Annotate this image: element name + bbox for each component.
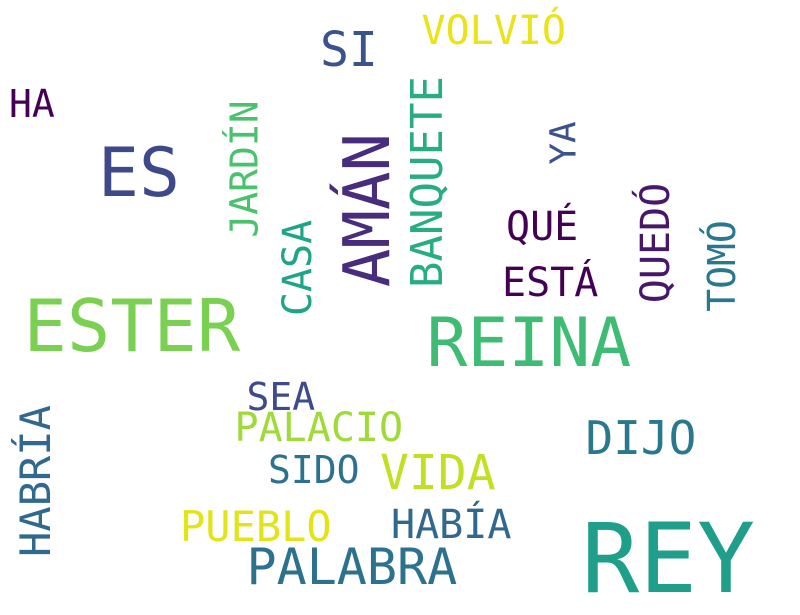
word-es: ES [98,134,180,213]
word-había: HABÍA [391,502,512,548]
word-vida: VIDA [380,445,496,501]
word-cloud: REY ESTER REINA AMÁN ES PALABRA BANQUETE VIDA DI… [9,8,755,607]
word-jardín: JARDÍN [222,100,267,238]
word-sido: SIDO [268,448,360,492]
word-amán: AMÁN [331,132,406,288]
word-tomó: TOMÓ [699,220,744,312]
word-qué: QUÉ [506,204,579,250]
word-habría: HABRÍA [10,405,60,557]
word-dijo: DIJO [585,411,697,465]
word-está: ESTÁ [502,260,599,306]
word-pueblo: PUEBLO [180,502,332,551]
word-volvió: VOLVIÓ [421,8,567,54]
word-rey: REY [581,503,755,615]
word-reina: REINA [426,304,632,383]
word-sea: SEA [246,375,316,419]
word-palacio: PALACIO [234,405,404,451]
word-ester: ESTER [23,284,241,368]
word-banquete: BANQUETE [401,76,453,288]
word-casa: CASA [275,219,322,317]
word-palabra: PALABRA [246,538,458,596]
word-quedó: QUEDÓ [633,182,680,304]
word-ya: YA [543,121,585,165]
word-ha: HA [9,82,55,126]
word-si: SI [320,22,378,78]
